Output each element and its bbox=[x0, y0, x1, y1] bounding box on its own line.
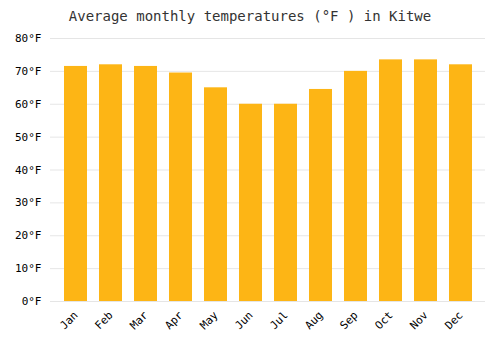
svg-text:50°F: 50°F bbox=[15, 131, 42, 144]
svg-text:10°F: 10°F bbox=[15, 262, 42, 275]
svg-text:20°F: 20°F bbox=[15, 229, 42, 242]
svg-text:Feb: Feb bbox=[92, 309, 115, 332]
svg-text:40°F: 40°F bbox=[15, 164, 42, 177]
svg-text:Jun: Jun bbox=[232, 309, 255, 332]
svg-text:0°F: 0°F bbox=[22, 295, 42, 308]
svg-text:Jan: Jan bbox=[57, 309, 80, 332]
svg-text:Dec: Dec bbox=[442, 309, 465, 332]
svg-text:Mar: Mar bbox=[127, 308, 151, 332]
svg-text:Oct: Oct bbox=[372, 309, 395, 332]
svg-text:70°F: 70°F bbox=[15, 65, 42, 78]
svg-text:60°F: 60°F bbox=[15, 98, 42, 111]
svg-text:Apr: Apr bbox=[162, 308, 186, 332]
svg-text:Nov: Nov bbox=[407, 308, 431, 332]
svg-text:Jul: Jul bbox=[267, 309, 290, 332]
svg-text:30°F: 30°F bbox=[15, 196, 42, 209]
svg-text:May: May bbox=[197, 308, 221, 332]
svg-text:Sep: Sep bbox=[337, 309, 360, 332]
svg-text:80°F: 80°F bbox=[15, 32, 42, 45]
svg-text:Aug: Aug bbox=[302, 309, 325, 332]
html-text:Average monthly temperatures (: Average monthly temperatures (°F ) in Ki… bbox=[68, 8, 432, 24]
